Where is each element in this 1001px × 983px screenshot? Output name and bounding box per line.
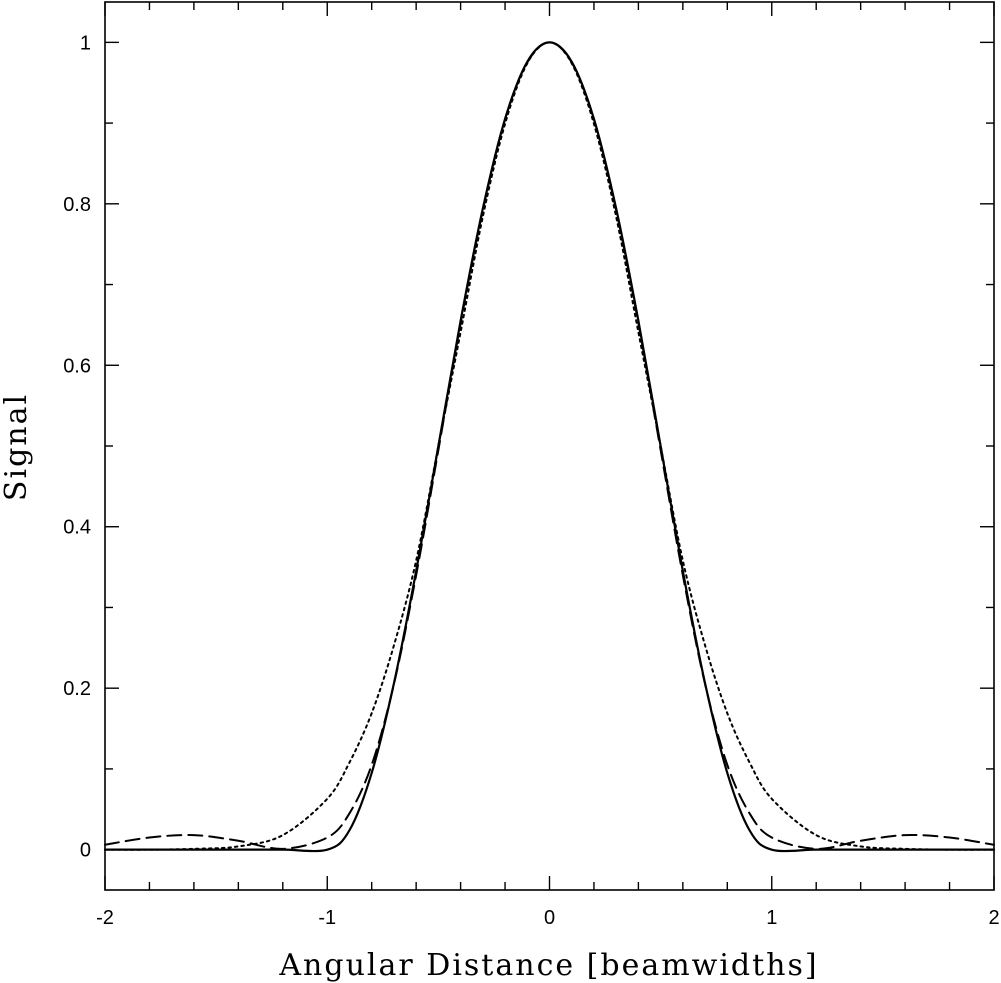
series-group (103, 41, 996, 853)
axes (104, 1, 995, 891)
y-tick-label: 0.2 (63, 678, 91, 700)
plot-frame (104, 1, 995, 891)
y-tick-label: 0 (80, 840, 91, 862)
y-tick-label: 1 (80, 32, 91, 54)
y-tick-label: 0.4 (63, 517, 91, 539)
x-tick-label: 0 (544, 907, 555, 929)
x-tick-label: -1 (318, 907, 336, 929)
series-line-dotted (104, 41, 995, 851)
x-tick-label: 2 (988, 907, 999, 929)
series-line-dashed (104, 41, 995, 850)
y-tick-label: 0.8 (63, 194, 91, 216)
y-tick-label: 0.6 (63, 355, 91, 377)
tick-labels: -2 -1 0 1 2 0 0.2 0.4 0.6 0.8 1 (63, 32, 999, 929)
x-axis-title: Angular Distance [beamwidths] (278, 948, 818, 983)
x-tick-label: -2 (96, 907, 114, 929)
series-line-solid (103, 41, 996, 853)
x-tick-label: 1 (766, 907, 777, 929)
y-axis-title: Signal (0, 393, 34, 501)
